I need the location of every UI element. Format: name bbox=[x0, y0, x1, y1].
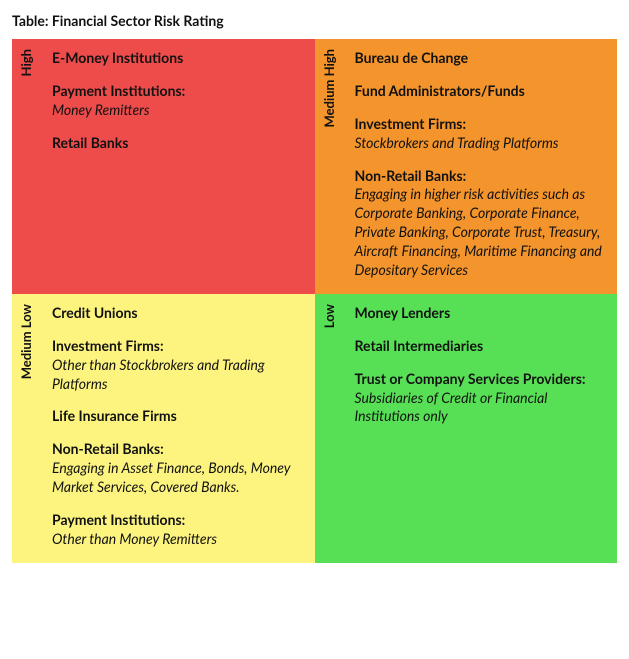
label-high-text: High bbox=[18, 49, 34, 76]
risk-entry-title: E-Money Institutions bbox=[52, 49, 303, 68]
cell-medium-high: Bureau de Change Fund Administrators/Fund… bbox=[343, 39, 618, 294]
risk-entry: Credit Unions bbox=[52, 304, 303, 323]
risk-entry: Non-Retail Banks:Engaging in Asset Finan… bbox=[52, 440, 303, 497]
label-medium-high: Medium High bbox=[315, 39, 343, 294]
risk-entry: Trust or Company Services Providers:Subs… bbox=[355, 370, 606, 427]
risk-entry: Payment Institutions:Other than Money Re… bbox=[52, 511, 303, 549]
risk-entry: Payment Institutions:Money Remitters bbox=[52, 82, 303, 120]
risk-entry-sub: Money Remitters bbox=[52, 101, 303, 120]
label-low: Low bbox=[315, 294, 343, 563]
risk-entry-title: Payment Institutions: bbox=[52, 511, 303, 530]
risk-entry-title: Trust or Company Services Providers: bbox=[355, 370, 606, 389]
risk-entry-title: Investment Firms: bbox=[355, 115, 606, 134]
risk-entry-title: Non-Retail Banks: bbox=[52, 440, 303, 459]
risk-entry-sub: Other than Money Remitters bbox=[52, 530, 303, 549]
risk-entry-title: Investment Firms: bbox=[52, 337, 303, 356]
risk-entry-sub: Other than Stockbrokers and Trading Plat… bbox=[52, 356, 303, 394]
risk-entry-sub: Stockbrokers and Trading Platforms bbox=[355, 134, 606, 153]
label-high: High bbox=[12, 39, 40, 294]
risk-entry-title: Credit Unions bbox=[52, 304, 303, 323]
risk-entry: Money Lenders bbox=[355, 304, 606, 323]
risk-entry: Non-Retail Banks:Engaging in higher risk… bbox=[355, 167, 606, 280]
risk-entry-title: Money Lenders bbox=[355, 304, 606, 323]
risk-entry-title: Non-Retail Banks: bbox=[355, 167, 606, 186]
risk-entry-sub: Engaging in Asset Finance, Bonds, Money … bbox=[52, 459, 303, 497]
risk-entry: Investment Firms:Stockbrokers and Tradin… bbox=[355, 115, 606, 153]
risk-entry: E-Money Institutions bbox=[52, 49, 303, 68]
risk-entry-title: Fund Administrators/Funds bbox=[355, 82, 606, 101]
risk-grid: High E-Money Institutions Payment Institu… bbox=[12, 39, 617, 563]
risk-entry: Fund Administrators/Funds bbox=[355, 82, 606, 101]
cell-medium-low: Credit UnionsInvestment Firms:Other than… bbox=[40, 294, 315, 563]
risk-entry-title: Retail Intermediaries bbox=[355, 337, 606, 356]
risk-entry: Retail Intermediaries bbox=[355, 337, 606, 356]
risk-entry-sub: Subsidiaries of Credit or Financial Inst… bbox=[355, 389, 606, 427]
risk-entry: Retail Banks bbox=[52, 134, 303, 153]
cell-high: E-Money Institutions Payment Institutions… bbox=[40, 39, 315, 294]
risk-entry-title: Bureau de Change bbox=[355, 49, 606, 68]
risk-entry-sub: Engaging in higher risk activities such … bbox=[355, 185, 606, 279]
label-medium-low: Medium Low bbox=[12, 294, 40, 563]
label-low-text: Low bbox=[321, 304, 337, 328]
risk-entry: Life Insurance Firms bbox=[52, 407, 303, 426]
table-title: Table: Financial Sector Risk Rating bbox=[12, 12, 617, 29]
risk-entry-title: Payment Institutions: bbox=[52, 82, 303, 101]
cell-low: Money Lenders Retail Intermediaries Trust … bbox=[343, 294, 618, 563]
risk-entry-title: Retail Banks bbox=[52, 134, 303, 153]
risk-entry: Investment Firms:Other than Stockbrokers… bbox=[52, 337, 303, 394]
label-medium-high-text: Medium High bbox=[321, 49, 337, 128]
risk-entry-title: Life Insurance Firms bbox=[52, 407, 303, 426]
label-medium-low-text: Medium Low bbox=[18, 304, 34, 379]
risk-entry: Bureau de Change bbox=[355, 49, 606, 68]
